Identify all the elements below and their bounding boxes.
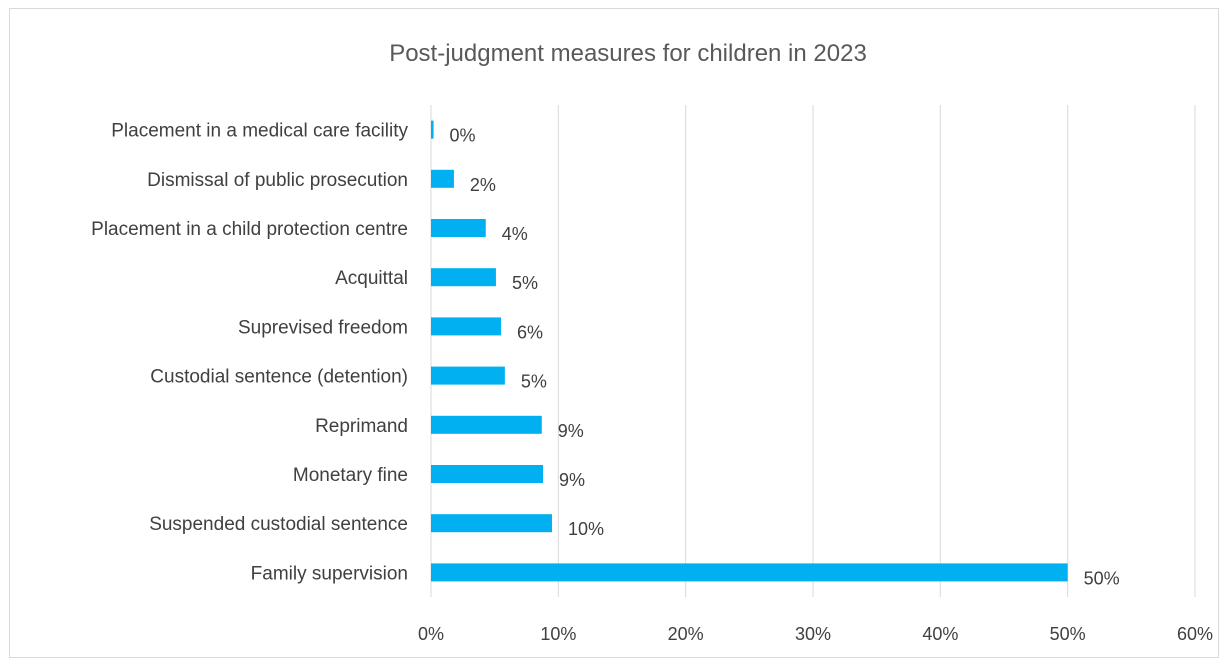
category-label: Dismissal of public prosecution xyxy=(147,170,408,191)
data-label: 6% xyxy=(517,322,543,342)
data-label: 10% xyxy=(568,519,604,539)
bar xyxy=(431,465,544,483)
bars xyxy=(431,120,1068,582)
data-label: 2% xyxy=(470,175,496,195)
bar xyxy=(431,317,502,336)
category-label: Placement in a medical care facility xyxy=(111,121,408,142)
x-tick-label: 30% xyxy=(795,624,831,644)
category-label: Acquittal xyxy=(335,268,408,289)
data-label: 9% xyxy=(559,470,585,490)
x-tick-label: 10% xyxy=(540,624,576,644)
bar xyxy=(431,169,454,188)
chart-frame: Post-judgment measures for children in 2… xyxy=(9,8,1219,658)
category-label: Placement in a child protection centre xyxy=(91,219,408,240)
category-label: Monetary fine xyxy=(293,465,408,486)
data-label: 50% xyxy=(1084,568,1120,588)
x-tick-label: 50% xyxy=(1050,624,1086,644)
data-label: 4% xyxy=(502,224,528,244)
x-tick-label: 60% xyxy=(1177,624,1213,644)
bar xyxy=(431,219,486,237)
data-label: 5% xyxy=(512,273,538,293)
bar xyxy=(431,120,434,139)
category-label: Custodial sentence (detention) xyxy=(150,367,408,388)
category-label: Family supervision xyxy=(251,563,408,584)
bar xyxy=(431,514,552,533)
x-tick-label: 0% xyxy=(418,624,444,644)
category-label: Suspended custodial sentence xyxy=(149,514,408,535)
x-tick-label: 20% xyxy=(668,624,704,644)
gridlines xyxy=(430,105,1196,597)
category-label: Reprimand xyxy=(315,416,408,437)
bar xyxy=(431,366,505,385)
bar xyxy=(431,415,542,434)
data-label: 9% xyxy=(558,421,584,441)
bar xyxy=(431,563,1068,582)
category-label: Suprevised freedom xyxy=(238,317,408,338)
x-tick-label: 40% xyxy=(922,624,958,644)
bar xyxy=(431,268,496,287)
labels: 0% 10% 20% 30% 40% 50% 60% Placement in a medic… xyxy=(91,121,1213,644)
bar-chart: Post-judgment measures for children in 2… xyxy=(91,40,1213,644)
data-label: 5% xyxy=(521,372,547,392)
data-label: 0% xyxy=(450,126,476,146)
chart-title: Post-judgment measures for children in 2… xyxy=(389,40,867,67)
